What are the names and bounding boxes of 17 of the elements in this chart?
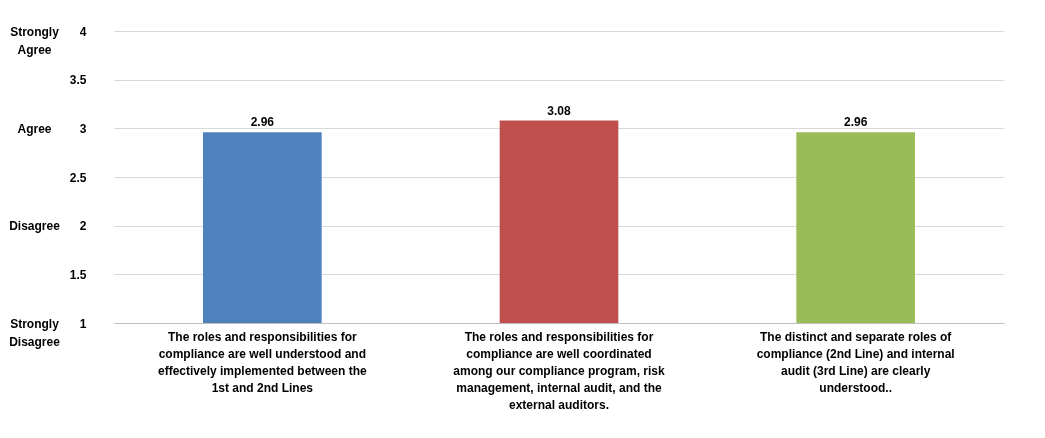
x-tick-label: The roles and responsibilities for compliance are well coordinated among our compliance program, risk management, internal audit, and the external auditors.: [453, 329, 666, 412]
y-tick-label: 1.5: [69, 267, 87, 282]
y-tick-label: 3.5: [69, 73, 87, 88]
data-label: 2.96: [250, 115, 275, 130]
category-label: Strongly Disagree: [9, 316, 60, 349]
y-tick-label: 3: [79, 121, 87, 136]
category-label: Strongly Agree: [10, 24, 59, 57]
data-label: 2.96: [843, 115, 868, 130]
x-tick-label: The distinct and separate roles of compliance (2nd Line) and internal audit (3rd Line) are clearly understood..: [756, 329, 955, 395]
y-tick-label: 2.5: [69, 170, 87, 185]
y-tick-label: 4: [79, 24, 87, 39]
y-tick-label: 1: [79, 316, 87, 331]
category-label: Agree: [17, 121, 52, 136]
data-label: 3.08: [547, 103, 571, 118]
y-tick-label: 2: [79, 219, 87, 234]
category-label: Disagree: [9, 219, 60, 234]
x-tick-label: The roles and responsibilities for compliance are well understood and effectively implemented between the 1st and 2nd Lines: [157, 329, 368, 395]
